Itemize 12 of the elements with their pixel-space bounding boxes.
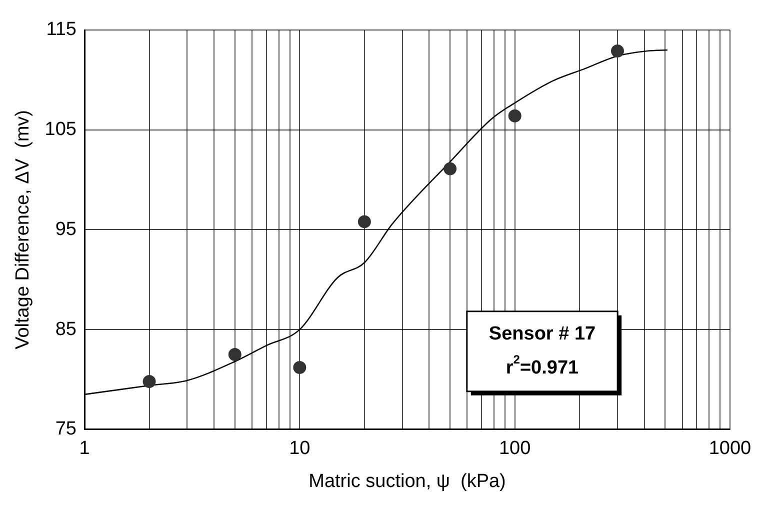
y-tick-label: 85 [55, 318, 76, 340]
y-axis-title: Voltage Difference, ΔV (mv) [12, 110, 34, 350]
y-tick-label: 75 [55, 418, 76, 440]
x-tick-label: 1000 [708, 438, 752, 460]
y-tick-label: 115 [46, 19, 76, 40]
x-tick-label: 100 [498, 438, 531, 460]
y-tick-label: 95 [55, 218, 76, 240]
y-tick-label: 105 [44, 119, 76, 140]
x-axis-title: Matric suction, ψ (kPa) [308, 470, 506, 492]
x-tick-label: 1 [79, 438, 90, 460]
x-tick-label: 10 [289, 438, 310, 460]
annotation: Sensor # 17 [488, 324, 596, 345]
